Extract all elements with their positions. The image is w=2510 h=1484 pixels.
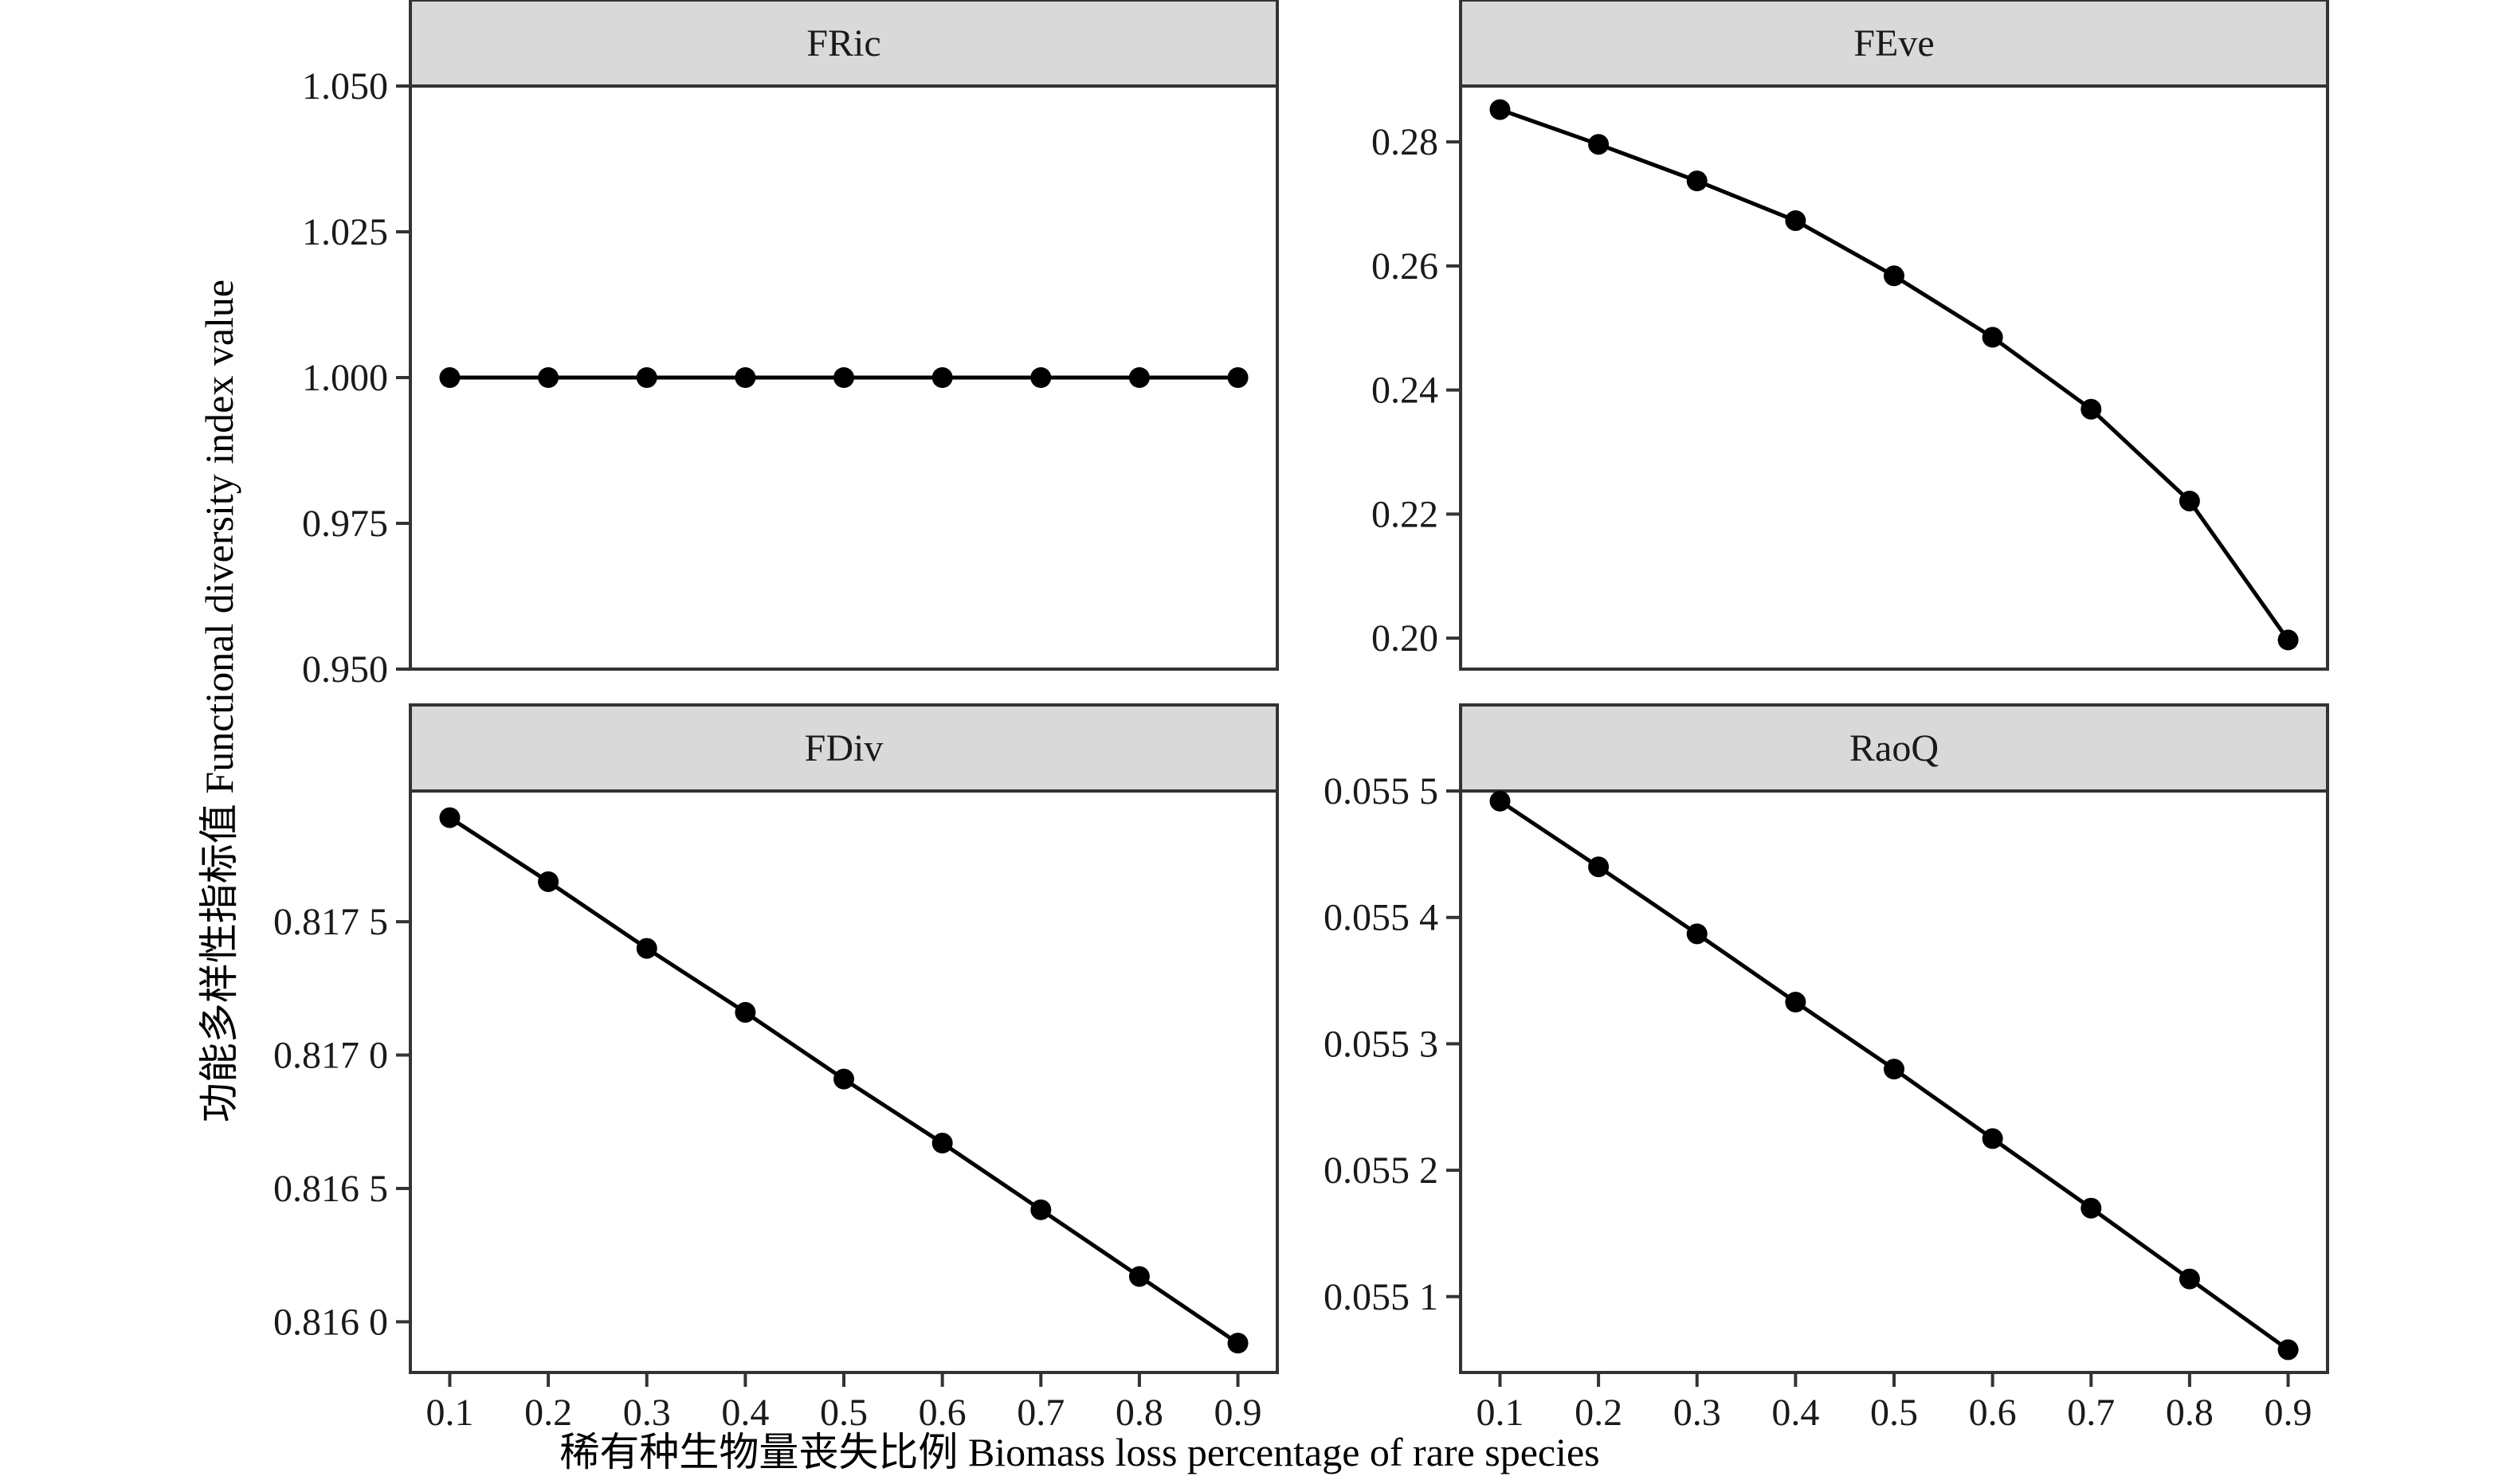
data-point: [1128, 367, 1150, 388]
data-point: [636, 938, 657, 959]
x-tick-label: 0.3: [623, 1392, 671, 1434]
x-tick-label: 0.6: [1969, 1392, 2017, 1434]
data-point: [1785, 209, 1806, 231]
data-point: [1686, 923, 1708, 945]
data-point: [2277, 1339, 2299, 1361]
x-tick-label: 0.4: [721, 1392, 769, 1434]
panel-title: FRic: [806, 22, 880, 65]
data-point: [1588, 134, 1610, 155]
x-tick-label: 0.1: [426, 1392, 473, 1434]
data-point: [735, 367, 756, 388]
x-tick-label: 0.7: [1017, 1392, 1065, 1434]
y-tick-label: 0.055 3: [1324, 1023, 1438, 1065]
data-point: [1128, 1266, 1150, 1287]
data-point: [1982, 327, 2003, 348]
x-tick-label: 0.4: [1771, 1392, 1819, 1434]
x-tick-label: 0.9: [2265, 1392, 2312, 1434]
data-point: [833, 367, 854, 388]
panel-title: RaoQ: [1849, 727, 1939, 769]
x-tick-label: 0.1: [1476, 1392, 1524, 1434]
y-tick-label: 0.950: [302, 648, 388, 691]
panel-title: FEve: [1853, 22, 1934, 65]
x-tick-label: 0.9: [1214, 1392, 1262, 1434]
x-tick-label: 0.6: [919, 1392, 967, 1434]
y-tick-label: 0.975: [302, 503, 388, 545]
data-point: [1030, 1199, 1052, 1220]
panel-raoq: RaoQ 0.055 1 0.055 2 0.055 3 0.055 4 0.055 5 0…: [1324, 703, 2329, 1434]
data-point: [1588, 856, 1610, 878]
data-point: [1227, 1333, 1249, 1354]
y-tick-label: 0.26: [1371, 245, 1438, 288]
y-tick-label: 1.025: [302, 211, 388, 253]
x-tick-label: 0.2: [1575, 1392, 1622, 1434]
y-tick-label: 0.20: [1371, 617, 1438, 660]
x-tick-label: 0.2: [524, 1392, 572, 1434]
y-axis-title: 功能多样性指标值 Functional diversity index valu…: [197, 280, 241, 1122]
x-tick-label: 0.5: [820, 1392, 868, 1434]
panel-fdiv: FDiv 0.816 0 0.816 5 0.817 0 0.817 5 0.1 0.2 0.…: [273, 703, 1279, 1434]
data-point: [1884, 265, 1904, 287]
y-tick-label: 0.055 2: [1324, 1149, 1438, 1192]
data-point: [1686, 170, 1708, 192]
data-point: [931, 1133, 953, 1154]
panel-fric: FRic 0.950 0.975 1.000 1.025 1.050: [302, 0, 1279, 691]
y-tick-label: 0.817 0: [273, 1035, 388, 1077]
y-tick-label: 0.055 4: [1324, 897, 1438, 939]
panel-strip: [409, 0, 1279, 88]
panels-layer: FRic 0.950 0.975 1.000 1.025 1.050 FEve 0.20 0.2…: [273, 0, 2329, 1434]
data-point: [636, 367, 657, 388]
data-point: [833, 1068, 854, 1090]
data-point: [2081, 1197, 2102, 1219]
data-point: [1982, 1128, 2003, 1149]
y-tick-label: 0.28: [1371, 121, 1438, 163]
data-point: [2277, 629, 2299, 651]
data-point: [2179, 1268, 2200, 1290]
data-point: [439, 807, 461, 828]
data-point: [931, 367, 953, 388]
y-tick-label: 0.817 5: [273, 901, 388, 943]
y-tick-label: 0.24: [1371, 370, 1438, 412]
data-point: [2081, 398, 2102, 420]
y-tick-label: 0.816 0: [273, 1301, 388, 1343]
y-tick-label: 0.22: [1371, 493, 1438, 535]
panel-strip: [1459, 703, 2329, 793]
panel-plot-area: [1459, 84, 2329, 671]
y-tick-label: 0.055 1: [1324, 1276, 1438, 1318]
data-point: [735, 1001, 756, 1023]
data-point: [2179, 490, 2200, 511]
data-point: [439, 367, 461, 388]
x-tick-label: 0.5: [1870, 1392, 1918, 1434]
y-tick-label: 1.000: [302, 357, 388, 399]
data-point: [538, 367, 559, 388]
data-point: [1489, 790, 1511, 812]
y-tick-label: 1.050: [302, 65, 388, 108]
data-point: [1030, 367, 1052, 388]
data-point: [1884, 1059, 1904, 1080]
x-tick-label: 0.8: [1116, 1392, 1163, 1434]
panel-strip: [409, 703, 1279, 793]
x-tick-label: 0.7: [2067, 1392, 2115, 1434]
data-point: [1227, 367, 1249, 388]
panel-title: FDiv: [805, 727, 884, 769]
data-point: [1489, 99, 1511, 120]
panel-feve: FEve 0.20 0.22 0.24 0.26 0.28: [1371, 0, 2329, 671]
x-tick-label: 0.3: [1673, 1392, 1721, 1434]
x-tick-label: 0.8: [2166, 1392, 2214, 1434]
y-tick-label: 0.816 5: [273, 1168, 388, 1210]
data-point: [538, 871, 559, 892]
y-tick-label: 0.055 5: [1324, 770, 1438, 812]
data-point: [1785, 992, 1806, 1013]
x-axis-title: 稀有种生物量丧失比例 Biomass loss percentage of ra…: [559, 1430, 1599, 1474]
